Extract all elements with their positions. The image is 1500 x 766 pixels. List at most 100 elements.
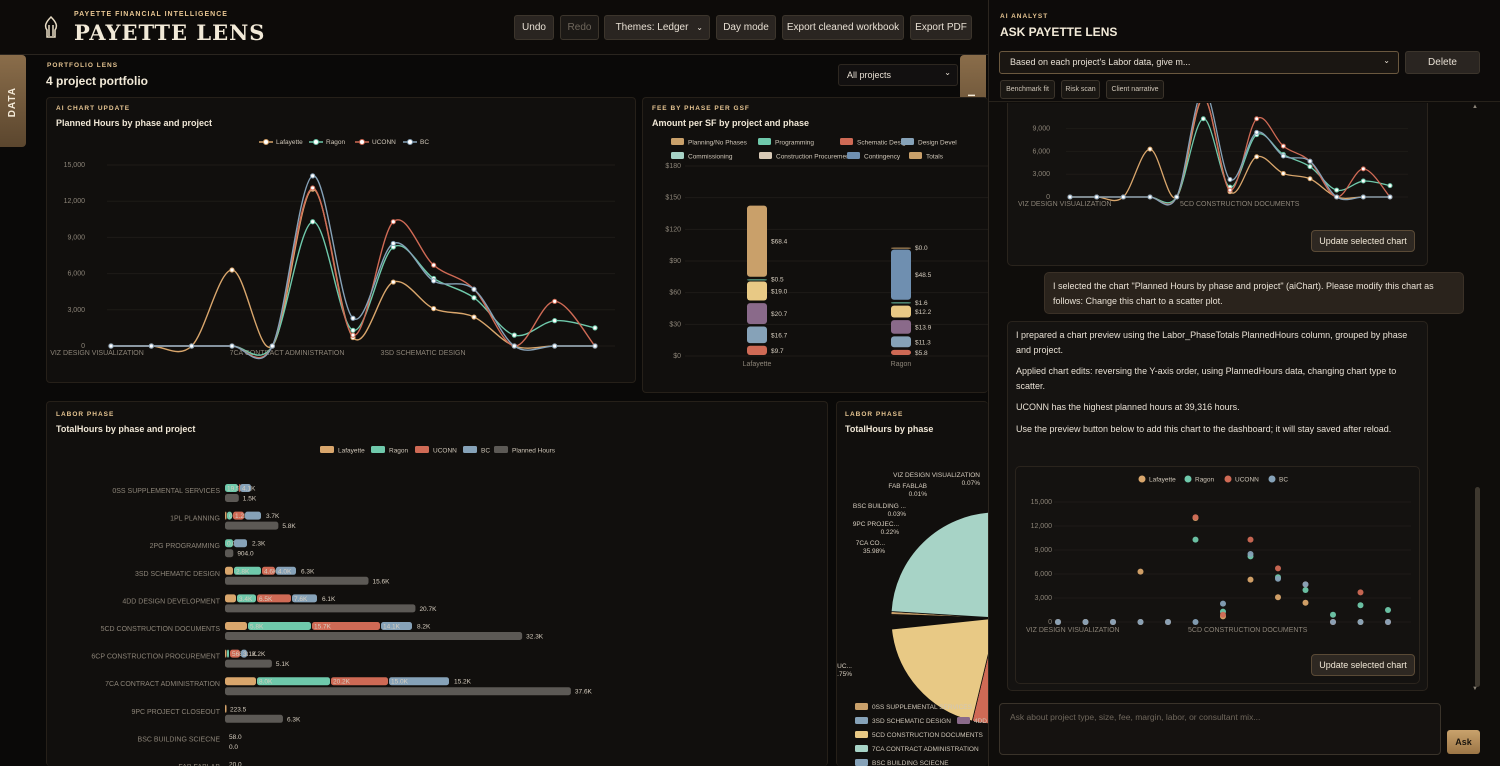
planned-bar [225,549,234,558]
data-point [189,343,195,349]
data-point [310,173,316,179]
fee-bar-segment [891,305,911,318]
chip-client-narrative[interactable]: Client narrative [1106,80,1164,99]
data-point [1254,154,1260,160]
legend-marker [359,139,365,145]
x-tick-label: 3SD SCHEMATIC DESIGN [380,350,465,357]
data-point [108,343,114,349]
y-tick-label: 15,000 [1031,499,1053,506]
themes-select[interactable]: Themes: Ledger ⌄ [604,15,710,40]
slice-pct: 0.22% [881,529,900,536]
hours-bar-segment [276,566,296,575]
scatter-point [1055,619,1061,625]
data-point [1227,187,1233,193]
scroll-down-arrow-icon: ▼ [1472,686,1478,692]
panel-title: TotalHours by phase [845,424,934,434]
ask-button[interactable]: Ask [1447,730,1480,754]
data-point [431,278,437,284]
payette-logo-icon [44,16,58,38]
data-point [390,240,396,247]
portfolio-header: PORTFOLIO LENS 4 project portfolio All p… [33,56,988,96]
scatter-point [1302,599,1309,606]
data-point [1387,194,1393,200]
phase-label: 7CA CONTRACT ADMINISTRATION [105,681,220,688]
update-selected-chart-button[interactable]: Update selected chart [1311,230,1415,252]
export-workbook-button[interactable]: Export cleaned workbook [782,15,904,40]
y-tick-label: 12,000 [64,198,86,205]
legend-label: Lafayette [338,448,365,455]
fee-segment-label: $9.7 [771,348,784,355]
planned-bar [225,632,523,640]
data-point [1307,164,1313,170]
labor-pie-panel[interactable]: LABOR PHASE TotalHours by phase VIZ DESI… [836,401,988,766]
scatter-point [1192,619,1199,625]
legend-label: 5CD CONSTRUCTION DOCUMENTS [872,732,984,739]
hours-bar-segment [241,649,247,658]
phase-label: 6CP CONSTRUCTION PROCUREMENT [91,654,220,661]
fee-bar-segment [747,303,767,324]
x-tick-label: VIZ DESIGN VISUALIZATION [50,350,144,357]
chip-benchmark-fit[interactable]: Benchmark fit [1000,80,1055,99]
ask-input[interactable]: Ask about project type, size, fee, margi… [999,703,1441,755]
panel-kicker: LABOR PHASE [845,411,904,418]
legend-swatch [957,717,970,724]
hours-bar-segment [237,594,256,603]
export-pdf-button[interactable]: Export PDF [910,15,972,40]
data-point [1360,178,1366,184]
ai-chart-panel[interactable]: AI CHART UPDATE Planned Hours by phase a… [46,97,636,383]
prompt-select[interactable]: Based on each project's Labor data, give… [999,51,1399,74]
data-drawer-tab[interactable]: DATA [0,55,26,147]
y-tick-label: 0 [1046,194,1050,201]
undo-button[interactable]: Undo [514,15,554,40]
data-point [229,267,235,273]
chat-scroll-thumb[interactable] [1475,487,1480,687]
fee-segment-label: $5.8 [915,350,928,357]
slice-label: FAB FABLAB [888,483,927,490]
project-filter-select[interactable]: All projects ⌄ [838,64,958,86]
fee-segment-label: $48.5 [915,272,932,279]
ai-analyst-panel: AI ANALYST ASK PAYETTE LENS Based on eac… [988,0,1500,766]
brand-title: PAYETTE LENS [74,20,266,45]
legend-marker [407,139,413,145]
legend-label: Commissioning [688,154,733,161]
chevron-down-icon: ⌄ [944,68,951,77]
data-point [350,332,356,338]
day-mode-button[interactable]: Day mode [716,15,776,40]
legend-swatch [901,138,914,145]
scatter-point [1385,619,1391,625]
labor-hours-panel[interactable]: LABOR PHASE TotalHours by phase and proj… [46,401,828,766]
fee-bar-segment [891,349,911,355]
slice-pct: 0.03% [888,511,907,518]
previous-preview-card: 9,000 6,000 3,000 0 VIZ DESIGN VISUALIZATION… [1007,103,1428,266]
redo-button[interactable]: Redo [560,15,599,40]
slice-label: 6CP CONSTRUC... [837,663,852,670]
hours-bar-segment [381,622,412,630]
data-point [511,332,517,338]
chip-risk-scan[interactable]: Risk scan [1061,80,1100,99]
chat-scrollbar[interactable]: ▲ ▼ [1472,104,1480,696]
total-label: 3.7K [266,513,280,520]
phase-label: 0SS SUPPLEMENTAL SERVICES [112,488,220,495]
panel-kicker: FEE BY PHASE PER GSF [652,105,750,112]
segment-label: 2.8K [236,568,250,575]
data-point [1094,194,1100,200]
data-point [1254,129,1260,135]
fee-chart-panel[interactable]: FEE BY PHASE PER GSF Amount per SF by pr… [642,97,989,393]
legend-label: UCONN [372,139,396,146]
y-tick-label: 3,000 [67,307,85,314]
x-tick-label: 5CD CONSTRUCTION DOCUMENTS [1188,627,1308,634]
y-tick-label: 9,000 [1034,547,1052,554]
hours-bar-segment [233,511,244,520]
planned-label: 5.1K [276,661,290,668]
data-point [1334,194,1340,200]
scatter-point [1220,611,1226,618]
update-selected-chart-button[interactable]: Update selected chart [1311,654,1415,676]
legend-label: Ragon [326,139,346,146]
scatter-preview-card: Lafayette Ragon UCONN BC 15,000 12,000 9,000 6,… [1015,466,1420,684]
delete-button[interactable]: Delete [1405,51,1480,74]
scatter-point [1275,594,1281,601]
data-point [229,343,235,349]
panel-kicker: LABOR PHASE [56,411,115,418]
